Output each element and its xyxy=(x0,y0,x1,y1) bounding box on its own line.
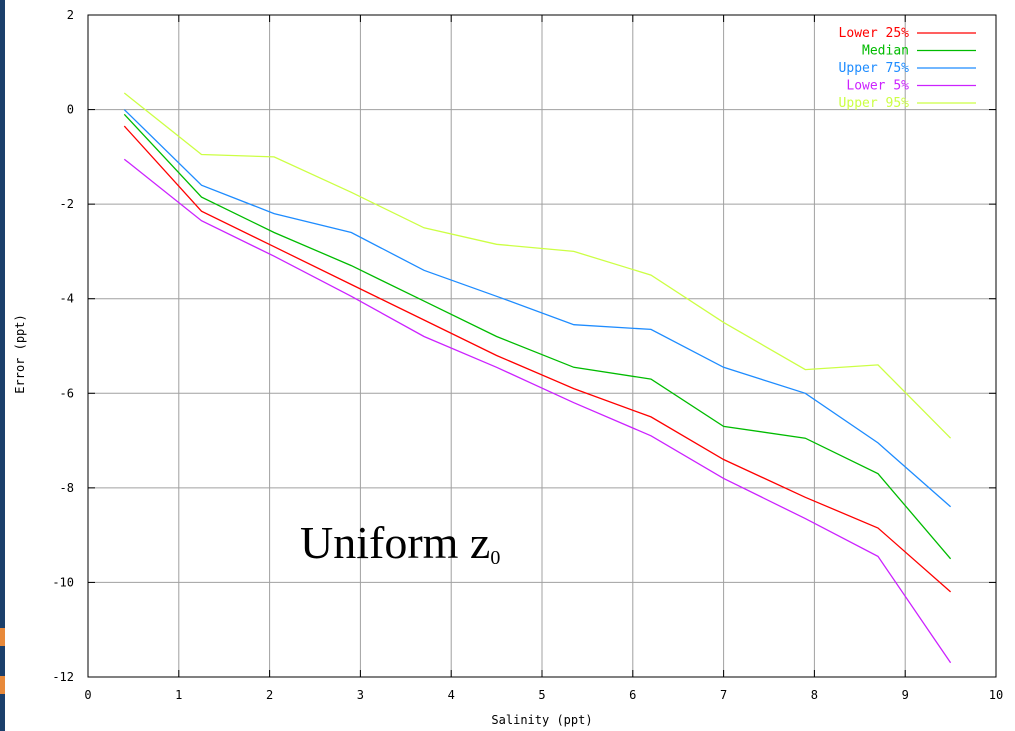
legend-label: Lower 5% xyxy=(846,79,909,94)
left-strip-accent xyxy=(0,676,5,694)
legend: Lower 25% Median Upper 75% Lower 5% Upper 95… xyxy=(839,26,976,111)
y-tick-label: -2 xyxy=(60,197,74,211)
x-tick-label: 2 xyxy=(266,688,273,702)
y-tick-label: -12 xyxy=(52,670,74,684)
y-tick-label: 0 xyxy=(67,103,74,117)
y-tick-label: -8 xyxy=(60,481,74,495)
tick-marks xyxy=(87,14,997,678)
y-tick-label: -4 xyxy=(60,292,74,306)
legend-label: Lower 25% xyxy=(839,26,910,41)
legend-label: Median xyxy=(862,44,909,59)
series-line xyxy=(123,109,952,508)
grid-lines xyxy=(88,15,996,677)
legend-label: Upper 95% xyxy=(839,96,910,111)
y-tick-label: 2 xyxy=(67,8,74,22)
y-tick-label: -10 xyxy=(52,575,74,589)
x-tick-labels: 0 1 2 3 4 5 6 7 8 9 10 xyxy=(84,688,1003,702)
y-tick-labels: 2 0 -2 -4 -6 -8 -10 -12 xyxy=(52,8,74,684)
series-line xyxy=(123,92,952,439)
series-lines xyxy=(123,92,952,664)
x-tick-label: 6 xyxy=(629,688,636,702)
left-decor-strip xyxy=(0,0,5,731)
annotation-subscript: 0 xyxy=(490,547,500,569)
y-axis-label: Error (ppt) xyxy=(13,314,27,393)
annotation-main: Uniform z xyxy=(300,517,490,568)
x-tick-label: 10 xyxy=(989,688,1003,702)
x-tick-label: 0 xyxy=(84,688,91,702)
series-line xyxy=(123,113,952,560)
x-axis-label: Salinity (ppt) xyxy=(491,713,592,727)
x-tick-label: 8 xyxy=(811,688,818,702)
x-tick-label: 1 xyxy=(175,688,182,702)
x-tick-label: 3 xyxy=(357,688,364,702)
y-tick-label: -6 xyxy=(60,386,74,400)
annotation-uniform-z0: Uniform z0 xyxy=(300,517,500,569)
x-tick-label: 4 xyxy=(448,688,455,702)
legend-label: Upper 75% xyxy=(839,61,910,76)
series-line xyxy=(123,158,952,664)
x-tick-label: 5 xyxy=(538,688,545,702)
x-tick-label: 9 xyxy=(902,688,909,702)
series-line xyxy=(123,125,952,593)
x-tick-label: 7 xyxy=(720,688,727,702)
left-strip-accent xyxy=(0,628,5,646)
